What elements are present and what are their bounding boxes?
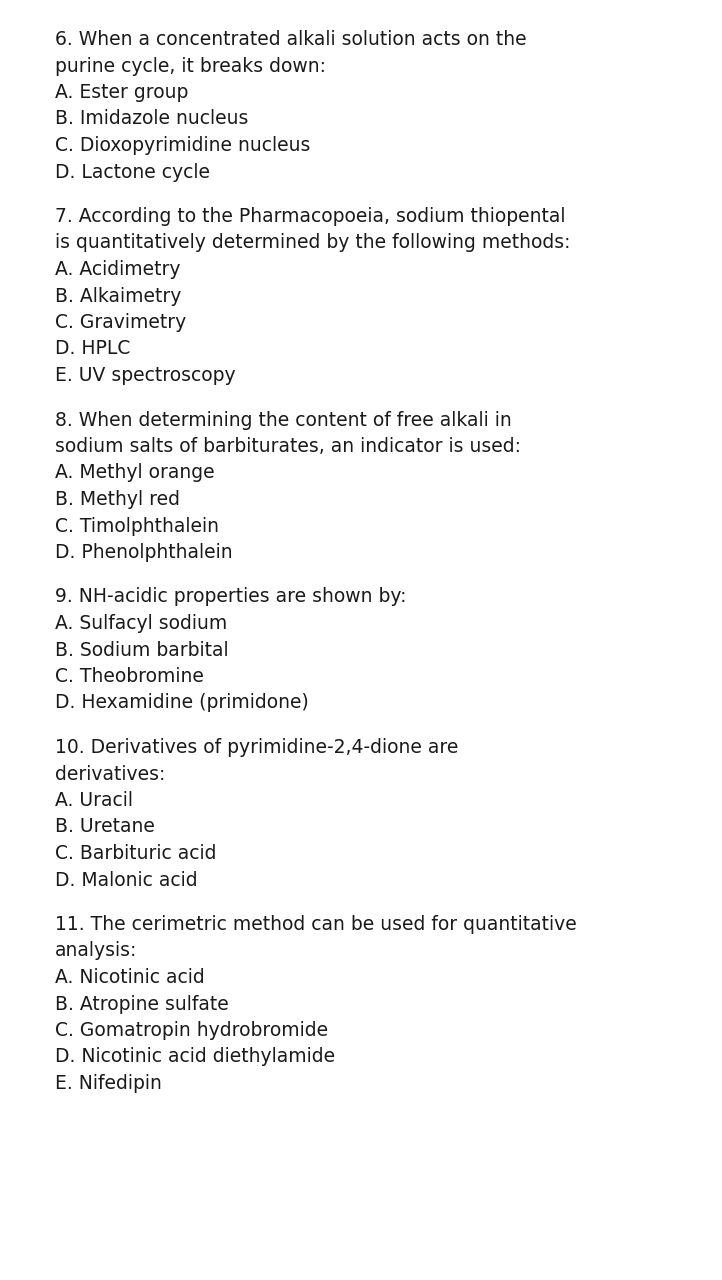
Text: B. Methyl red: B. Methyl red xyxy=(55,490,180,509)
Text: B. Atropine sulfate: B. Atropine sulfate xyxy=(55,995,229,1014)
Text: C. Dioxopyrimidine nucleus: C. Dioxopyrimidine nucleus xyxy=(55,136,310,155)
Text: purine cycle, it breaks down:: purine cycle, it breaks down: xyxy=(55,56,326,76)
Text: 7. According to the Pharmacopoeia, sodium thiopental: 7. According to the Pharmacopoeia, sodiu… xyxy=(55,207,565,227)
Text: D. Hexamidine (primidone): D. Hexamidine (primidone) xyxy=(55,694,308,713)
Text: analysis:: analysis: xyxy=(55,942,137,960)
Text: E. UV spectroscopy: E. UV spectroscopy xyxy=(55,366,235,385)
Text: derivatives:: derivatives: xyxy=(55,764,165,783)
Text: A. Nicotinic acid: A. Nicotinic acid xyxy=(55,968,204,987)
Text: A. Uracil: A. Uracil xyxy=(55,791,133,810)
Text: A. Methyl orange: A. Methyl orange xyxy=(55,463,214,483)
Text: D. HPLC: D. HPLC xyxy=(55,339,130,358)
Text: B. Sodium barbital: B. Sodium barbital xyxy=(55,640,228,659)
Text: A. Acidimetry: A. Acidimetry xyxy=(55,260,180,279)
Text: 10. Derivatives of pyrimidine-2,4-dione are: 10. Derivatives of pyrimidine-2,4-dione … xyxy=(55,739,458,756)
Text: 8. When determining the content of free alkali in: 8. When determining the content of free … xyxy=(55,411,512,430)
Text: E. Nifedipin: E. Nifedipin xyxy=(55,1074,162,1093)
Text: C. Gravimetry: C. Gravimetry xyxy=(55,314,186,332)
Text: B. Uretane: B. Uretane xyxy=(55,818,155,837)
Text: A. Ester group: A. Ester group xyxy=(55,83,188,102)
Text: C. Timolphthalein: C. Timolphthalein xyxy=(55,517,219,535)
Text: sodium salts of barbiturates, an indicator is used:: sodium salts of barbiturates, an indicat… xyxy=(55,436,521,456)
Text: D. Phenolphthalein: D. Phenolphthalein xyxy=(55,543,232,562)
Text: D. Lactone cycle: D. Lactone cycle xyxy=(55,163,210,182)
Text: B. Alkaimetry: B. Alkaimetry xyxy=(55,287,181,306)
Text: C. Barbituric acid: C. Barbituric acid xyxy=(55,844,217,863)
Text: 11. The cerimetric method can be used for quantitative: 11. The cerimetric method can be used fo… xyxy=(55,915,577,934)
Text: D. Nicotinic acid diethylamide: D. Nicotinic acid diethylamide xyxy=(55,1047,335,1066)
Text: 9. NH-acidic properties are shown by:: 9. NH-acidic properties are shown by: xyxy=(55,588,406,607)
Text: D. Malonic acid: D. Malonic acid xyxy=(55,870,198,890)
Text: 6. When a concentrated alkali solution acts on the: 6. When a concentrated alkali solution a… xyxy=(55,29,526,49)
Text: A. Sulfacyl sodium: A. Sulfacyl sodium xyxy=(55,614,227,634)
Text: C. Gomatropin hydrobromide: C. Gomatropin hydrobromide xyxy=(55,1021,328,1039)
Text: C. Theobromine: C. Theobromine xyxy=(55,667,204,686)
Text: B. Imidazole nucleus: B. Imidazole nucleus xyxy=(55,110,248,128)
Text: is quantitatively determined by the following methods:: is quantitatively determined by the foll… xyxy=(55,233,570,252)
